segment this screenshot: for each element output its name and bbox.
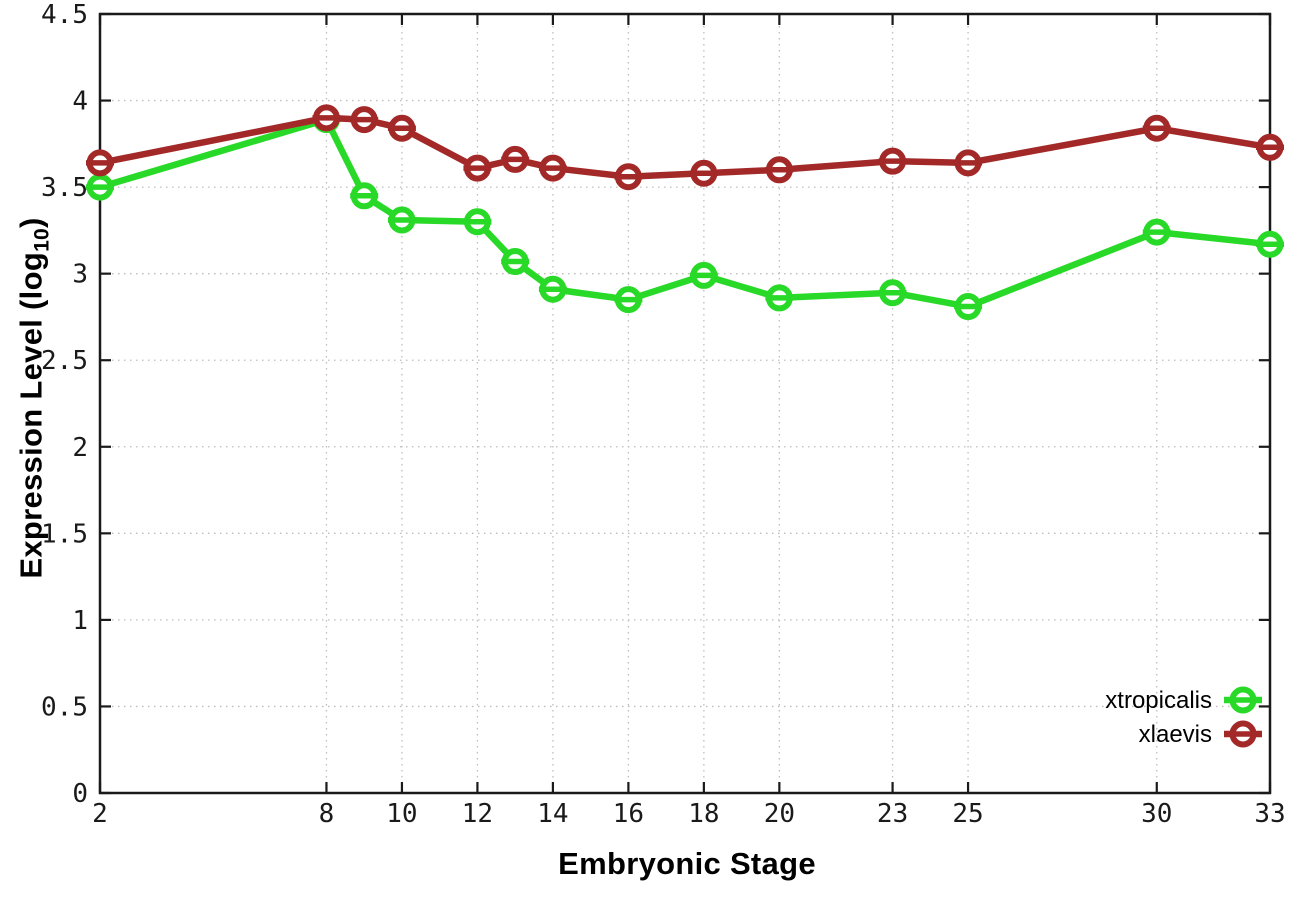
y-axis-label-post: ) [13, 217, 49, 228]
x-tick-label: 20 [764, 799, 795, 829]
y-tick-label: 1 [72, 606, 88, 636]
x-tick-label: 16 [613, 799, 644, 829]
x-tick-label: 2 [92, 799, 108, 829]
y-tick-label: 1.5 [41, 519, 88, 549]
plot-border [98, 12, 1272, 795]
axis-ticks [98, 12, 1272, 795]
x-tick-label: 8 [319, 799, 335, 829]
legend: xtropicalis xlaevis [1105, 686, 1262, 748]
y-axis-label-pre: Expression Level (log [13, 251, 49, 579]
x-tick-label: 10 [386, 799, 417, 829]
series-line-xlaevis [96, 114, 1274, 180]
series-xlaevis [86, 104, 1284, 191]
y-tick-label: 2.5 [41, 346, 88, 376]
series-line-xtropicalis [96, 116, 1274, 310]
x-tick-label: 30 [1141, 799, 1172, 829]
x-tick-label: 14 [537, 799, 568, 829]
y-tick-label: 0.5 [41, 692, 88, 722]
y-tick-label: 3.5 [41, 173, 88, 203]
series-xtropicalis [86, 106, 1284, 321]
tick-labels: 2 8 10 12 14 16 18 20 23 25 30 33 0 0.5 1 1.5 2 2.5 3 3.5 4 4… [41, 0, 1286, 829]
legend-label-xtropicalis: xtropicalis [1105, 687, 1212, 714]
y-tick-label: 2 [72, 433, 88, 463]
y-axis-label-sub: 10 [30, 227, 54, 252]
y-axis-label: Expression Level (log10) [13, 217, 54, 578]
y-tick-label: 4 [72, 87, 88, 117]
x-tick-label: 12 [462, 799, 493, 829]
x-axis-label: Embryonic Stage [558, 846, 816, 881]
x-tick-label: 18 [688, 799, 719, 829]
x-tick-label: 23 [877, 799, 908, 829]
x-tick-label: 25 [952, 799, 983, 829]
y-tick-label: 4.5 [41, 0, 88, 30]
x-tick-label: 33 [1254, 799, 1285, 829]
y-tick-label: 3 [72, 260, 88, 290]
y-tick-label: 0 [72, 779, 88, 809]
grid-lines [100, 14, 1270, 793]
legend-label-xlaevis: xlaevis [1139, 721, 1212, 748]
